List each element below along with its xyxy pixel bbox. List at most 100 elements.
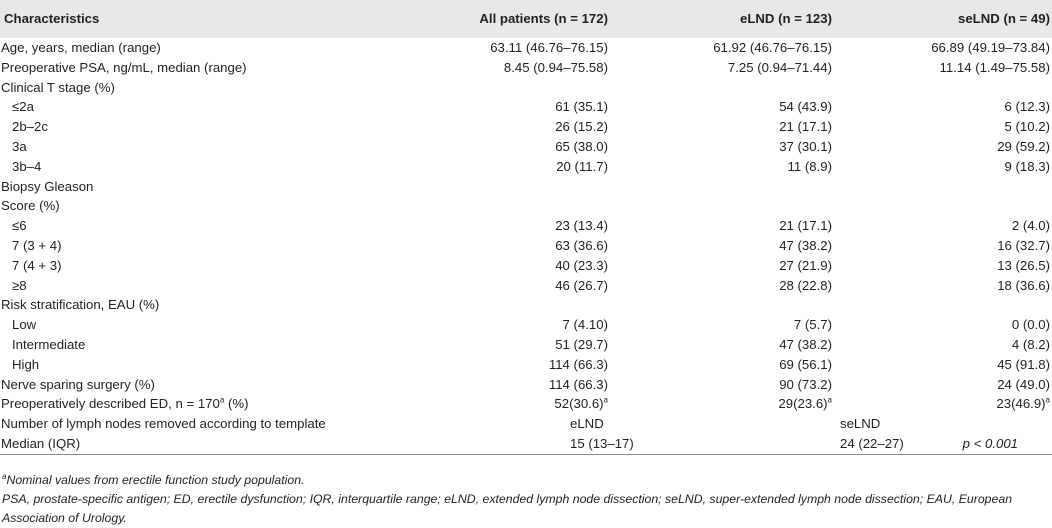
footnote: aNominal values from erectile function s…	[2, 471, 1050, 490]
cell-p-value: p < 0.001	[900, 433, 1052, 455]
row-label: 3a	[12, 138, 27, 154]
footnote-marker: a	[219, 395, 225, 405]
table-notes: aNominal values from erectile function s…	[2, 471, 1050, 528]
cell-all: 46 (26.7)	[555, 277, 608, 293]
table-row: Intermediate 51 (29.7) 47 (38.2) 4 (8.2)	[0, 335, 1052, 355]
cell-value: 52(30.6)	[554, 396, 604, 412]
footnote-marker: a	[2, 471, 7, 481]
row-label: Score (%)	[1, 198, 60, 214]
table-row: Preoperatively described ED, n = 170a (%…	[0, 394, 1052, 414]
cell-value: 23(46.9)	[996, 396, 1046, 412]
header-characteristics: Characteristics	[4, 11, 100, 26]
cell-all: 52(30.6)a	[380, 394, 650, 414]
cell-all: 20 (11.7)	[556, 158, 608, 174]
header-elnd: eLND (n = 123)	[740, 11, 832, 26]
row-label: Intermediate	[12, 336, 86, 352]
cell-elnd: 47 (38.2)	[779, 237, 832, 253]
row-label: Preoperatively described ED, n = 170a (%…	[0, 394, 380, 414]
cell-selnd: 13 (26.5)	[997, 257, 1050, 273]
table-row: Biopsy Gleason	[0, 177, 1052, 197]
cell-selnd: 5 (10.2)	[1004, 119, 1050, 135]
cell-all: 23 (13.4)	[555, 218, 608, 234]
cell-selnd: 16 (32.7)	[997, 237, 1050, 253]
cell-all	[380, 177, 650, 197]
cell-empty	[900, 414, 1052, 434]
cell-value: 29(23.6)	[778, 396, 828, 412]
row-label: Risk stratification, EAU (%)	[1, 297, 160, 313]
cell-elnd: 61.92 (46.76–76.15)	[713, 40, 832, 55]
cell-all: 61 (35.1)	[555, 99, 608, 115]
cell-selnd: 66.89 (49.19–73.84)	[931, 40, 1050, 55]
cell-selnd-template: seLND	[840, 416, 881, 432]
row-label: 7 (4 + 3)	[12, 257, 62, 273]
characteristics-table: Characteristics All patients (n = 172) e…	[0, 0, 1052, 455]
cell-elnd-median: 15 (13–17)	[380, 433, 650, 455]
cell-selnd-median: 24 (22–27)	[650, 433, 904, 455]
row-label: ≤2a	[12, 99, 34, 115]
table-row: ≥8 46 (26.7) 28 (22.8) 18 (36.6)	[0, 276, 1052, 296]
cell-elnd: 7 (5.7)	[793, 317, 832, 333]
table-row: 2b–2c 26 (15.2) 21 (17.1) 5 (10.2)	[0, 117, 1052, 137]
table-row: ≤6 23 (13.4) 21 (17.1) 2 (4.0)	[0, 216, 1052, 236]
cell-elnd	[650, 196, 900, 216]
cell-selnd	[900, 177, 1052, 197]
table-header-row: Characteristics All patients (n = 172) e…	[0, 0, 1052, 38]
row-label: Age, years, median (range)	[1, 40, 161, 55]
cell-elnd	[650, 78, 900, 98]
cell-all	[380, 295, 650, 315]
cell-all: 63 (36.6)	[555, 237, 608, 253]
cell-elnd: 28 (22.8)	[779, 277, 832, 293]
row-label: Number of lymph nodes removed according …	[1, 416, 326, 432]
cell-elnd: 21 (17.1)	[779, 119, 832, 135]
header-all-patients: All patients (n = 172)	[479, 11, 608, 26]
table-row: Score (%)	[0, 196, 1052, 216]
cell-all: 51 (29.7)	[555, 336, 608, 352]
cell-all: 114 (66.3)	[548, 356, 608, 372]
table-row: 7 (3 + 4) 63 (36.6) 47 (38.2) 16 (32.7)	[0, 236, 1052, 256]
cell-selnd: 9 (18.3)	[1004, 158, 1050, 174]
row-label: ≤6	[12, 218, 27, 234]
table-row: Number of lymph nodes removed according …	[0, 414, 1052, 434]
cell-elnd	[650, 295, 900, 315]
row-label: 7 (3 + 4)	[12, 237, 62, 253]
cell-selnd: 24 (49.0)	[997, 376, 1050, 392]
cell-selnd: 45 (91.8)	[997, 356, 1050, 372]
cell-all: 26 (15.2)	[555, 119, 608, 135]
cell-selnd: 18 (36.6)	[997, 277, 1050, 293]
table-row: Nerve sparing surgery (%) 114 (66.3) 90 …	[0, 375, 1052, 395]
abbreviations: PSA, prostate-specific antigen; ED, erec…	[2, 492, 1013, 525]
cell-all: 63.11 (46.76–76.15)	[490, 40, 608, 55]
table-row: Median (IQR) 15 (13–17) 24 (22–27) p < 0…	[0, 433, 1052, 455]
cell-elnd: 29(23.6)a	[650, 394, 900, 414]
header-selnd: seLND (n = 49)	[958, 11, 1050, 26]
row-label: Biopsy Gleason	[1, 178, 94, 194]
p-value: p < 0.001	[962, 435, 1018, 451]
row-label: Preoperative PSA, ng/mL, median (range)	[1, 59, 247, 75]
footnote-marker: a	[603, 395, 608, 405]
table-row: Risk stratification, EAU (%)	[0, 295, 1052, 315]
cell-elnd: 69 (56.1)	[779, 356, 832, 372]
footnote-text: Nominal values from erectile function st…	[6, 473, 305, 487]
row-label: Clinical T stage (%)	[1, 79, 115, 95]
cell-elnd: 7.25 (0.94–71.44)	[727, 59, 832, 75]
table-row: Preoperative PSA, ng/mL, median (range) …	[0, 58, 1052, 78]
cell-selnd: 4 (8.2)	[1011, 336, 1050, 352]
cell-all: 40 (23.3)	[555, 257, 608, 273]
table-row: ≤2a 61 (35.1) 54 (43.9) 6 (12.3)	[0, 97, 1052, 117]
label-text: Preoperatively described ED, n = 170	[1, 396, 220, 412]
cell-selnd: 6 (12.3)	[1004, 99, 1050, 115]
cell-all: 7 (4.10)	[562, 317, 608, 333]
table-row: 3a 65 (38.0) 37 (30.1) 29 (59.2)	[0, 137, 1052, 157]
cell-selnd	[900, 295, 1052, 315]
footnote-marker: a	[827, 395, 832, 405]
row-label: 2b–2c	[12, 119, 48, 135]
row-label: Nerve sparing surgery (%)	[1, 376, 155, 392]
row-label: Median (IQR)	[0, 433, 380, 455]
cell-selnd: 11.14 (1.49–75.58)	[939, 59, 1050, 75]
cell-selnd: 0 (0.0)	[1011, 317, 1050, 333]
cell-all	[380, 78, 650, 98]
table-row: 7 (4 + 3) 40 (23.3) 27 (21.9) 13 (26.5)	[0, 256, 1052, 276]
table-row: 3b–4 20 (11.7) 11 (8.9) 9 (18.3)	[0, 157, 1052, 177]
cell-elnd: 90 (73.2)	[779, 376, 832, 392]
